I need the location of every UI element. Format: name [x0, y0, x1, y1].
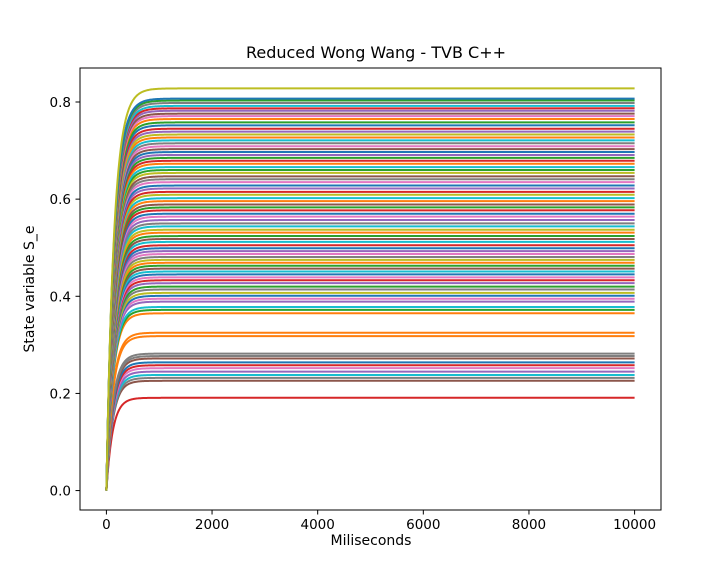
series-line-8	[105, 361, 635, 491]
y-tick-label: 0.4	[50, 289, 71, 305]
series-line-13	[105, 331, 635, 491]
y-axis: 0.0 0.2 0.4 0.6 0.8	[50, 95, 80, 500]
x-tick-label: 0	[102, 517, 111, 533]
x-tick-label: 4000	[301, 517, 335, 533]
x-axis: 0 2000 4000 6000 8000 10000	[102, 510, 656, 533]
series-line-5	[105, 370, 635, 491]
series-line-11	[105, 352, 635, 491]
plot-frame	[79, 67, 662, 511]
y-tick-label: 0.2	[50, 386, 71, 402]
x-tick-label: 8000	[512, 517, 546, 533]
x-tick-label: 6000	[406, 517, 440, 533]
x-tick-label: 10000	[613, 517, 656, 533]
x-axis-label: Miliseconds	[331, 533, 412, 549]
x-tick-label: 2000	[195, 517, 229, 533]
series-line-1	[105, 396, 635, 491]
series-line-16	[105, 305, 635, 491]
chart-title: Reduced Wong Wang - TVB C++	[246, 43, 506, 62]
y-tick-label: 0.0	[50, 484, 71, 500]
series-layer	[105, 87, 635, 491]
y-tick-label: 0.6	[50, 192, 71, 208]
y-axis-label: State variable S_e	[22, 226, 38, 353]
series-line-86	[105, 87, 635, 491]
y-tick-label: 0.8	[50, 95, 71, 111]
series-line-4	[105, 373, 635, 491]
